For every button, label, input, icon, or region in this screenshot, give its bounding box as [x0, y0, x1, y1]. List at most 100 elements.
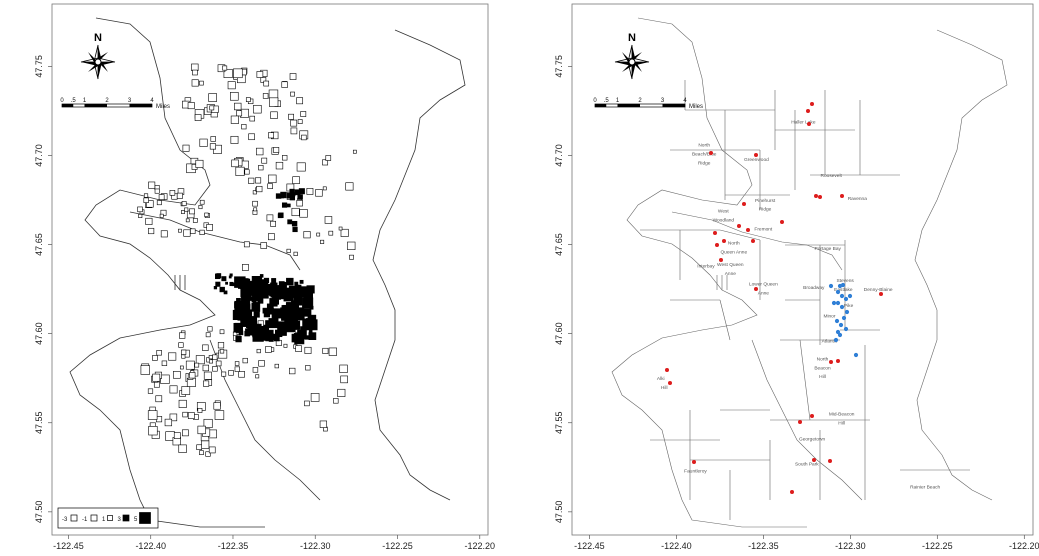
neighborhood-label: Hill	[661, 385, 668, 391]
scale-tick-label: 3	[661, 98, 665, 104]
residual-square	[173, 371, 181, 379]
residual-square	[208, 93, 217, 102]
residual-square	[185, 360, 195, 370]
blue-point	[833, 337, 839, 343]
residual-square	[240, 309, 252, 321]
neighborhood-label: Portage Bay	[815, 246, 842, 252]
residual-square	[179, 365, 184, 370]
residual-square	[292, 313, 298, 318]
residual-square	[197, 425, 206, 435]
y-tick-label: 47.50	[554, 501, 564, 524]
residual-square	[203, 418, 213, 428]
red-point	[814, 194, 818, 198]
residual-square	[278, 212, 284, 218]
blue-point	[834, 318, 840, 324]
neighborhood-label: Beach/Blue	[692, 151, 717, 157]
coastline-path	[174, 275, 186, 290]
residual-square	[249, 115, 255, 122]
scale-bar-segment	[617, 104, 640, 107]
residual-square	[145, 217, 153, 225]
red-point	[879, 292, 883, 296]
scale-tick-label: 0	[593, 98, 597, 104]
compass-point	[88, 52, 98, 62]
residual-square	[252, 200, 258, 207]
red-point	[828, 459, 832, 463]
residual-square	[306, 319, 318, 331]
neighborhood-label: Greenwood	[744, 157, 769, 163]
residual-square	[252, 332, 256, 337]
boundary-line	[670, 110, 796, 210]
residual-square	[148, 227, 155, 235]
residual-square	[199, 450, 204, 456]
residual-square	[340, 228, 349, 237]
residual-square	[195, 159, 204, 168]
neighborhood-label: Woodland	[713, 217, 735, 223]
residual-square	[234, 302, 241, 309]
neighborhood-label: Georgetown	[799, 437, 825, 443]
neighborhood-label: Ravenna	[848, 196, 868, 202]
blue-point	[838, 322, 844, 328]
residual-square	[293, 317, 298, 323]
residual-square	[301, 134, 307, 141]
coastline-path	[611, 17, 807, 528]
blue-point	[837, 332, 843, 338]
residual-square	[242, 357, 248, 364]
x-tick-label: -122.30	[300, 541, 331, 551]
north-arrow-icon: N	[80, 32, 116, 80]
residual-square	[189, 208, 195, 215]
residual-square	[252, 288, 258, 294]
residual-square	[205, 451, 211, 457]
residual-square	[256, 348, 261, 354]
residual-square	[280, 191, 287, 199]
residual-square	[281, 202, 288, 208]
residual-square	[223, 68, 233, 78]
red-point	[742, 202, 746, 206]
residual-square	[315, 189, 323, 197]
residual-square	[160, 230, 168, 238]
residual-square	[291, 207, 300, 217]
legend-swatch	[139, 512, 151, 524]
residual-square	[143, 197, 149, 203]
residual-square	[148, 426, 158, 436]
neighborhood-label: North	[728, 241, 740, 247]
blue-point	[831, 300, 837, 306]
residual-square	[269, 97, 279, 107]
residual-square	[140, 365, 150, 375]
red-point	[810, 414, 814, 418]
size-legend: -3 -1 1 3 5	[57, 507, 159, 529]
red-point	[818, 195, 822, 199]
residual-square	[164, 418, 173, 427]
residual-square	[287, 219, 293, 225]
residual-square	[152, 355, 158, 361]
residual-square	[253, 207, 258, 212]
residual-square	[286, 203, 291, 208]
neighborhood-label: Pike	[844, 303, 854, 309]
legend-swatch	[70, 514, 78, 522]
residual-square	[223, 290, 228, 295]
residual-square	[182, 429, 189, 437]
residual-square	[271, 300, 278, 307]
coastline-path	[372, 29, 466, 501]
residual-square	[260, 242, 267, 249]
residual-square	[160, 374, 170, 384]
x-tick-label: -122.45	[53, 541, 84, 551]
residual-square	[244, 288, 250, 293]
residual-square	[201, 440, 210, 449]
residual-square	[268, 132, 275, 139]
north-arrow-icon: N	[614, 32, 650, 80]
red-point	[806, 109, 810, 113]
residual-square	[265, 346, 272, 353]
residual-square	[295, 345, 302, 352]
neighborhood-label: North	[817, 356, 829, 362]
residual-square	[290, 286, 303, 298]
x-tick-label: -122.45	[574, 541, 605, 551]
neighborhood-label: Broadway	[803, 285, 825, 291]
residual-square	[259, 292, 264, 297]
scale-tick-label: 1	[616, 98, 620, 104]
axes: -122.45 -122.40 -122.35 -122.30 -122.25 -122.…	[34, 55, 495, 551]
left-map-plot: -122.45 -122.40 -122.35 -122.30 -122.25 -122.…	[34, 3, 495, 551]
residual-square	[169, 413, 178, 422]
residual-square	[178, 228, 182, 233]
residual-square	[219, 286, 225, 293]
residual-square	[181, 349, 187, 355]
